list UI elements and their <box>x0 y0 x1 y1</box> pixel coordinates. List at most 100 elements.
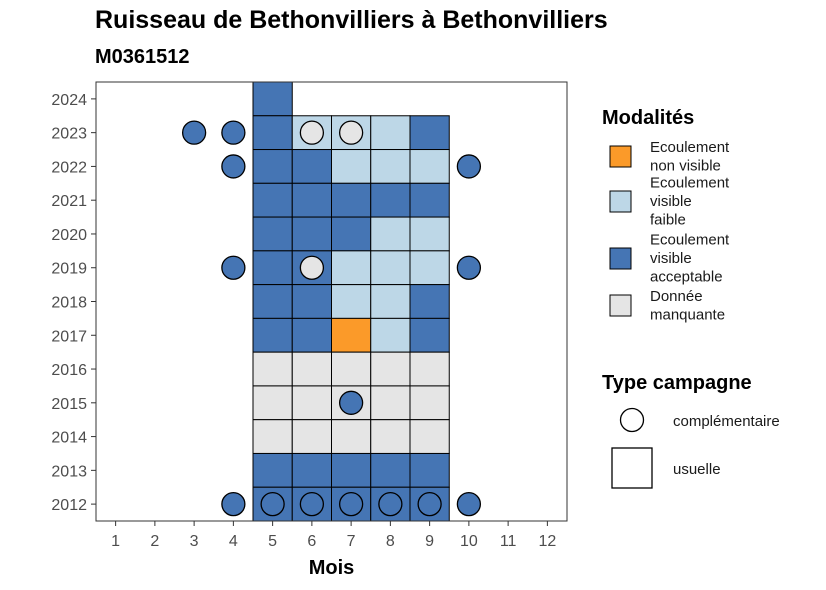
tile-2014-9 <box>409 419 450 454</box>
tile-2015-9 <box>409 385 450 421</box>
x-tick-label: 10 <box>460 533 478 550</box>
tile-2017-9 <box>409 317 450 353</box>
legend-label: Donnée <box>650 288 703 305</box>
x-tick-label: 9 <box>425 533 434 550</box>
legend-label: faible <box>650 212 686 229</box>
y-tick-label: 2021 <box>51 193 87 210</box>
tile-2022-5 <box>252 149 293 184</box>
tile-2017-6 <box>291 317 332 353</box>
point-2023-3 <box>181 120 207 145</box>
legend-key-ecoulement-visible-faible <box>609 190 632 213</box>
y-tick-label: 2012 <box>51 497 87 514</box>
tile-2020-9 <box>409 216 450 252</box>
legend-key-ecoulement-non-visible <box>609 145 632 168</box>
x-tick-label: 3 <box>190 533 199 550</box>
tile-2021-5 <box>252 182 293 218</box>
y-tick-label: 2018 <box>51 295 87 312</box>
tile-2021-7 <box>331 182 372 218</box>
tile-2016-8 <box>370 351 411 387</box>
point-2019-10 <box>456 255 482 280</box>
x-tick-label: 5 <box>268 533 277 550</box>
tile-2014-6 <box>291 419 332 454</box>
x-tick-label: 2 <box>150 533 159 550</box>
tile-2024-5 <box>252 81 293 117</box>
chart-title: Ruisseau de Bethonvilliers à Bethonvilli… <box>95 6 608 34</box>
tile-2021-6 <box>291 182 332 218</box>
y-tick-label: 2013 <box>51 463 87 480</box>
tile-2016-7 <box>331 351 372 387</box>
point-2012-4 <box>221 491 246 517</box>
tile-2013-6 <box>291 452 332 488</box>
y-tick-label: 2023 <box>51 126 87 143</box>
y-tick-label: 2015 <box>51 396 87 413</box>
tile-2014-5 <box>252 419 293 454</box>
x-axis-title: Mois <box>309 557 355 579</box>
tile-2017-5 <box>252 317 293 353</box>
tile-2019-5 <box>252 250 293 286</box>
point-2012-9 <box>417 491 442 517</box>
point-2012-10 <box>456 491 482 517</box>
point-2023-6 <box>299 120 325 145</box>
tile-2019-7 <box>331 250 372 286</box>
point-2022-4 <box>221 154 246 179</box>
point-2023-4 <box>221 120 246 145</box>
tile-2020-8 <box>370 216 411 252</box>
tile-2023-8 <box>370 115 411 151</box>
y-tick-label: 2016 <box>51 362 87 379</box>
y-tick-label: 2024 <box>51 92 87 109</box>
tile-2022-9 <box>409 149 450 184</box>
legend-square-key <box>611 447 653 489</box>
tile-2021-9 <box>409 182 450 218</box>
chart-subtitle: M0361512 <box>95 46 190 68</box>
y-axis: 2012 2013 2014 2015 2016 2017 2018 2019 2020 2021… <box>51 92 96 514</box>
tile-2020-6 <box>291 216 332 252</box>
usuelle-cells <box>252 81 450 522</box>
legend-label: non visible <box>650 157 721 174</box>
tile-2016-9 <box>409 351 450 387</box>
tile-2018-6 <box>291 284 332 319</box>
point-2012-6 <box>299 491 325 517</box>
legend-label: visible <box>650 193 692 210</box>
legend-label: Ecoulement <box>650 175 730 192</box>
x-tick-label: 7 <box>347 533 356 550</box>
tile-2022-8 <box>370 149 411 184</box>
complementaire-points <box>181 120 482 517</box>
point-2012-7 <box>338 491 364 517</box>
y-tick-label: 2022 <box>51 159 87 176</box>
legend-label: Ecoulement <box>650 232 730 249</box>
tile-2019-9 <box>409 250 450 286</box>
x-tick-label: 8 <box>386 533 395 550</box>
point-2019-6 <box>299 255 325 280</box>
point-2022-10 <box>456 154 482 179</box>
tile-2021-8 <box>370 182 411 218</box>
legend-label: acceptable <box>650 269 723 286</box>
tile-2015-6 <box>291 385 332 421</box>
y-tick-label: 2017 <box>51 328 87 345</box>
tile-2018-5 <box>252 284 293 319</box>
tile-2019-8 <box>370 250 411 286</box>
tile-2020-5 <box>252 216 293 252</box>
tile-2016-5 <box>252 351 293 387</box>
tile-2013-7 <box>331 452 372 488</box>
y-tick-label: 2014 <box>51 430 87 447</box>
tile-2022-6 <box>291 149 332 184</box>
tile-2016-6 <box>291 351 332 387</box>
tile-2015-5 <box>252 385 293 421</box>
legend-campagne-label: complémentaire <box>673 413 780 430</box>
tile-2018-9 <box>409 284 450 319</box>
tile-2014-8 <box>370 419 411 454</box>
legend-campagne-title: Type campagne <box>602 372 752 394</box>
legend-campagne-label: usuelle <box>673 461 721 478</box>
legend-label: manquante <box>650 306 725 323</box>
point-2015-7 <box>338 390 364 415</box>
tile-2018-8 <box>370 284 411 319</box>
tile-2023-5 <box>252 115 293 151</box>
tile-2013-8 <box>370 452 411 488</box>
legend-key-ecoulement-visible-acceptable <box>609 247 632 270</box>
tile-2020-7 <box>331 216 372 252</box>
tile-2018-7 <box>331 284 372 319</box>
tile-2015-8 <box>370 385 411 421</box>
legend-key-donnee-manquante <box>609 294 632 317</box>
